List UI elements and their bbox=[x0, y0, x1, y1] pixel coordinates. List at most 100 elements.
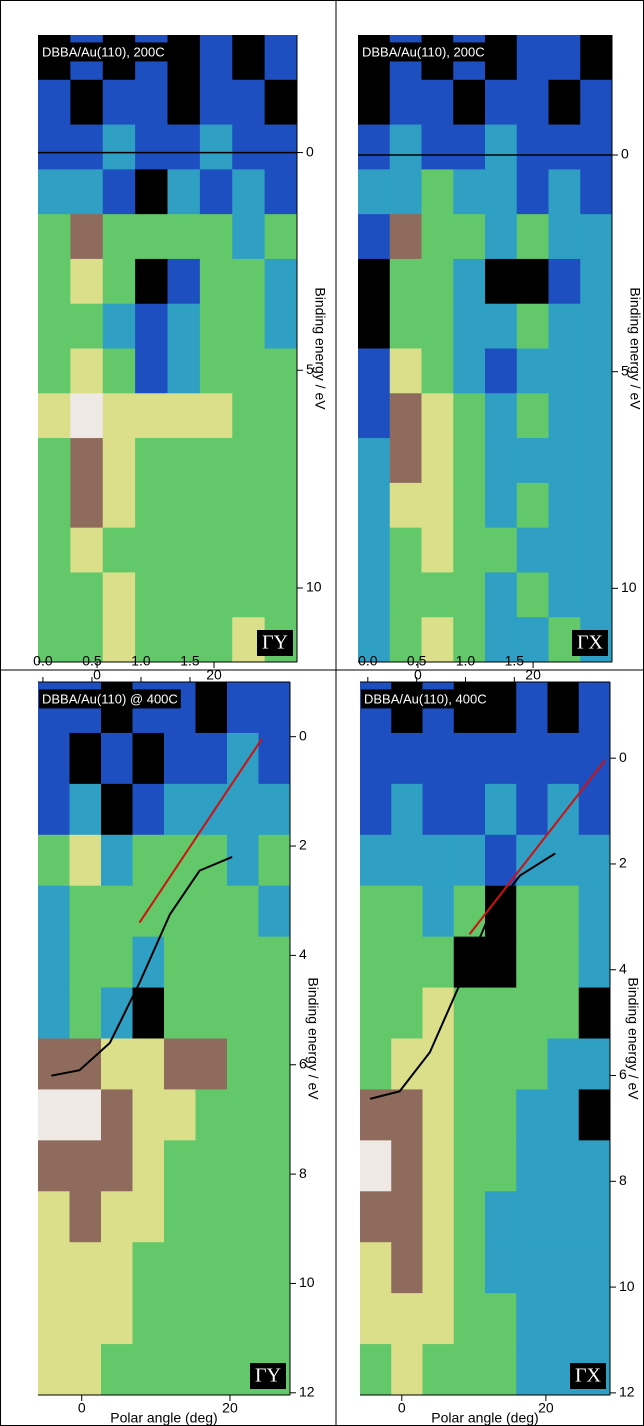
heatmap-cell bbox=[453, 393, 486, 439]
x2-tick-label: 1.5 bbox=[505, 653, 525, 669]
heatmap-cell bbox=[167, 214, 201, 260]
panel: 0 2 4 6 8 10 12 0 20 0.0 0.5 1.0 1.5 Polar angle (deg… bbox=[358, 653, 641, 1426]
heatmap-cell bbox=[135, 617, 168, 663]
heatmap-cell bbox=[164, 1140, 196, 1192]
heatmap-cell bbox=[547, 1293, 580, 1345]
heatmap-cell bbox=[264, 393, 298, 439]
heatmap-cell bbox=[258, 682, 291, 734]
panel-label: ΓX bbox=[577, 632, 604, 654]
heatmap-cell bbox=[102, 79, 136, 126]
heatmap-cell bbox=[258, 885, 291, 938]
heatmap-cell bbox=[360, 1293, 392, 1345]
heatmap-cell bbox=[70, 617, 104, 663]
heatmap-cell bbox=[227, 936, 259, 989]
heatmap-cell bbox=[547, 987, 580, 1039]
heatmap-cell bbox=[421, 348, 454, 394]
heatmap-cell bbox=[358, 258, 391, 305]
heatmap-cell bbox=[258, 936, 291, 989]
heatmap-cell bbox=[135, 303, 168, 349]
heatmap-cell bbox=[421, 79, 454, 126]
heatmap-cell bbox=[135, 482, 168, 529]
heatmap-cell bbox=[227, 783, 259, 836]
heatmap-cell bbox=[421, 393, 454, 439]
heatmap-cell bbox=[421, 617, 454, 663]
panel-title: DBBA/Au(110), 400C bbox=[364, 691, 487, 706]
heatmap-cell bbox=[70, 572, 104, 618]
heatmap-cell bbox=[38, 393, 71, 439]
heatmap-cell bbox=[69, 936, 102, 989]
heatmap-cell bbox=[578, 1140, 611, 1192]
heatmap-cell bbox=[453, 617, 486, 663]
heatmap-cell bbox=[389, 617, 422, 663]
heatmap-cell bbox=[358, 393, 391, 439]
heatmap-cell bbox=[102, 124, 136, 170]
heatmap-cell bbox=[195, 1140, 228, 1192]
heatmap-cell bbox=[70, 482, 104, 529]
heatmap-cell bbox=[227, 885, 259, 938]
heatmap-cell bbox=[38, 1344, 70, 1396]
heatmap-cell bbox=[102, 258, 136, 305]
panel-title: DBBA/Au(110), 200C bbox=[362, 44, 485, 59]
heatmap-cell bbox=[195, 987, 228, 1039]
heatmap-cell bbox=[548, 303, 581, 349]
heatmap-cell bbox=[38, 124, 71, 170]
heatmap-cell bbox=[227, 1242, 259, 1294]
heatmap-cell bbox=[69, 1242, 102, 1294]
heatmap-cell bbox=[580, 303, 613, 349]
heatmap-cell bbox=[421, 303, 454, 349]
heatmap-cell bbox=[389, 169, 422, 215]
heatmap-cell bbox=[422, 1293, 455, 1345]
heatmap-cell bbox=[422, 936, 455, 989]
heatmap-cell bbox=[485, 682, 517, 734]
heatmap-cell bbox=[580, 572, 613, 618]
heatmap-cell bbox=[199, 124, 233, 170]
heatmap-cell bbox=[485, 214, 518, 260]
heatmap-cell bbox=[264, 527, 298, 573]
heatmap-cell bbox=[264, 214, 298, 260]
heatmap-cell bbox=[70, 348, 104, 394]
y-tick-label: 12 bbox=[619, 1384, 635, 1400]
label-bg bbox=[257, 630, 293, 656]
heatmap-cell bbox=[258, 732, 291, 785]
heatmap-cell bbox=[516, 527, 549, 573]
heatmap-cell bbox=[453, 214, 486, 260]
x2-tick-label: 0.5 bbox=[82, 653, 102, 669]
heatmap-cell bbox=[167, 303, 201, 349]
title-bg bbox=[359, 42, 488, 62]
heatmap-cell bbox=[391, 1344, 423, 1396]
heatmap-cell bbox=[391, 1140, 423, 1192]
heatmap-cell bbox=[101, 936, 133, 989]
x2-tick-label: 1.5 bbox=[180, 653, 200, 669]
heatmap-cell bbox=[69, 1140, 102, 1192]
x-tick-label: 20 bbox=[525, 667, 541, 683]
heatmap-cell bbox=[391, 732, 423, 785]
heatmap-cell bbox=[232, 348, 266, 394]
fit-line bbox=[369, 852, 556, 1100]
heatmap-cell bbox=[232, 303, 266, 349]
heatmap-cell bbox=[264, 303, 298, 349]
heatmap-cell bbox=[232, 169, 266, 215]
heatmap-cell bbox=[453, 1140, 486, 1192]
heatmap-cell bbox=[453, 572, 486, 618]
heatmap-cell bbox=[516, 936, 548, 989]
heatmap-cell bbox=[167, 124, 201, 170]
x-tick-label: 20 bbox=[222, 1400, 238, 1416]
heatmap-cell bbox=[199, 169, 233, 215]
heatmap-cell bbox=[135, 169, 168, 215]
y-tick-label: 4 bbox=[299, 946, 307, 962]
x-tick-label: 0 bbox=[78, 1400, 86, 1416]
heatmap-cell bbox=[358, 79, 391, 126]
heatmap-cell bbox=[258, 1242, 291, 1294]
heatmap-cell bbox=[422, 1089, 455, 1141]
heatmap-cell bbox=[38, 527, 71, 573]
heatmap-cell bbox=[101, 1242, 133, 1294]
heatmap-cell bbox=[38, 572, 71, 618]
heatmap-cell bbox=[135, 438, 168, 484]
heatmap-cell bbox=[547, 732, 580, 785]
heatmap-cell bbox=[580, 79, 613, 126]
heatmap-cell bbox=[548, 169, 581, 215]
heatmap-cell bbox=[578, 987, 611, 1039]
heatmap-cell bbox=[258, 1140, 291, 1192]
heatmap-cell bbox=[516, 885, 548, 938]
heatmap-cell bbox=[485, 1140, 517, 1192]
